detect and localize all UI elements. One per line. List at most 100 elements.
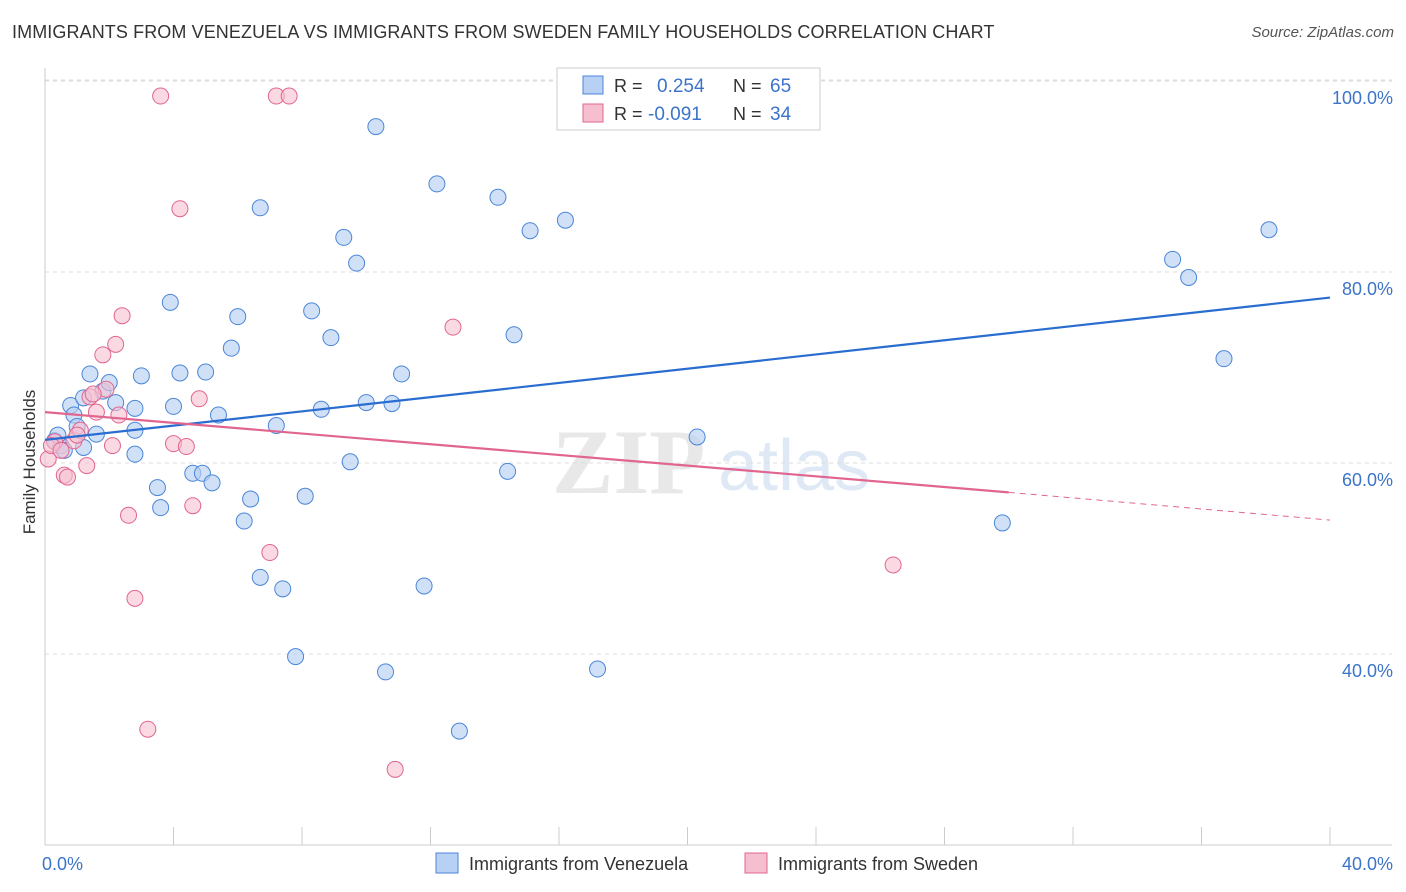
venezuela-point	[499, 462, 517, 480]
venezuela-point	[428, 175, 446, 193]
x-tick-labels: 0.0% 40.0%	[42, 854, 1393, 874]
bottom-legend-label-sweden: Immigrants from Sweden	[778, 854, 978, 874]
legend-swatch-venezuela	[582, 75, 604, 95]
sweden-point	[261, 544, 279, 562]
watermark-atlas: atlas	[718, 426, 870, 506]
venezuela-point	[132, 367, 150, 385]
chart-title: IMMIGRANTS FROM VENEZUELA VS IMMIGRANTS …	[12, 22, 995, 42]
venezuela-point	[251, 199, 269, 217]
venezuela-point	[1164, 250, 1182, 268]
legend-r-value-1: 0.254	[657, 76, 705, 97]
sweden-trend-extension	[1008, 491, 1331, 521]
sweden-point	[184, 497, 202, 515]
venezuela-point	[993, 514, 1011, 532]
venezuela-point	[126, 445, 144, 463]
bottom-legend-swatch-venezuela	[435, 852, 459, 874]
venezuela-point	[171, 364, 189, 382]
venezuela-point	[303, 302, 321, 320]
venezuela-point	[197, 363, 215, 381]
venezuela-point	[235, 512, 253, 530]
sweden-point	[94, 346, 112, 364]
venezuela-point	[165, 397, 182, 415]
venezuela-point	[287, 648, 305, 666]
sweden-point	[444, 318, 462, 336]
venezuela-point	[341, 453, 359, 471]
trend-lines	[44, 296, 1331, 521]
venezuela-point	[209, 406, 227, 424]
venezuela-point	[81, 365, 99, 383]
sweden-point	[280, 87, 298, 105]
sweden-point	[126, 589, 144, 607]
venezuela-point	[161, 293, 179, 311]
venezuela-point	[521, 222, 539, 240]
venezuela-point	[505, 326, 523, 344]
series-legend: Immigrants from Venezuela Immigrants fro…	[435, 852, 978, 874]
venezuela-point	[222, 339, 240, 357]
sweden-point	[113, 307, 131, 325]
venezuela-point	[377, 663, 395, 681]
venezuela-point	[1260, 221, 1278, 239]
sweden-point	[386, 760, 404, 778]
venezuela-trend-line	[44, 296, 1331, 441]
sweden-point	[84, 385, 102, 403]
sweden-trend-line	[44, 411, 1009, 494]
venezuela-point	[1215, 350, 1233, 368]
venezuela-point	[242, 490, 260, 508]
y-tick-label: 60.0%	[1342, 470, 1393, 490]
legend-n-label-1: N =	[733, 76, 762, 96]
venezuela-point	[556, 211, 574, 229]
venezuela-point	[450, 722, 468, 740]
sweden-point	[58, 468, 76, 486]
watermark-zip: ZIP	[552, 411, 705, 513]
venezuela-point	[1180, 268, 1198, 286]
source-label: Source: ZipAtlas.com	[1251, 24, 1394, 41]
y-tick-label: 100.0%	[1332, 88, 1393, 108]
legend-r-label-2: R =	[614, 104, 643, 124]
venezuela-point	[296, 487, 314, 505]
venezuela-point	[148, 479, 166, 497]
venezuela-point	[267, 417, 285, 435]
bottom-legend-label-venezuela: Immigrants from Venezuela	[469, 854, 689, 874]
sweden-point	[171, 200, 189, 218]
venezuela-point	[489, 188, 507, 206]
sweden-point	[110, 406, 128, 424]
x-tick-label: 40.0%	[1342, 854, 1393, 874]
legend-n-value-2: 34	[770, 104, 792, 125]
sweden-point	[190, 390, 208, 408]
y-tick-label: 40.0%	[1342, 661, 1393, 681]
y-axis-title: Family Households	[20, 390, 39, 535]
sweden-point	[152, 87, 170, 105]
venezuela-point	[229, 308, 247, 326]
venezuela-point	[335, 228, 353, 246]
venezuela-point	[415, 577, 433, 595]
venezuela-point	[152, 499, 170, 517]
bottom-legend-swatch-sweden	[744, 852, 768, 874]
legend-r-label-1: R =	[614, 76, 643, 96]
correlation-legend: R = 0.254 N = 65 R = -0.091 N = 34	[556, 67, 821, 131]
y-tick-label: 80.0%	[1342, 279, 1393, 299]
gridlines	[45, 79, 1392, 655]
sweden-point	[107, 335, 125, 353]
legend-swatch-sweden	[582, 103, 604, 123]
venezuela-point	[126, 399, 144, 417]
venezuela-point	[589, 660, 607, 678]
x-tick-label: 0.0%	[42, 854, 83, 874]
venezuela-point	[367, 118, 385, 136]
sweden-point	[52, 441, 70, 459]
sweden-point	[120, 506, 138, 524]
venezuela-point	[322, 329, 340, 347]
sweden-point	[103, 437, 121, 455]
venezuela-point	[203, 474, 221, 492]
legend-n-value-1: 65	[770, 76, 791, 97]
venezuela-point	[383, 395, 401, 413]
venezuela-point	[393, 365, 411, 383]
legend-r-value-2: -0.091	[648, 104, 702, 125]
y-tick-labels: 40.0% 60.0% 80.0% 100.0%	[1332, 88, 1393, 681]
legend-n-label-2: N =	[733, 104, 762, 124]
sweden-point	[177, 438, 195, 456]
venezuela-point	[274, 580, 292, 598]
sweden-point	[78, 457, 96, 475]
sweden-point	[884, 556, 902, 574]
sweden-point	[139, 720, 157, 738]
